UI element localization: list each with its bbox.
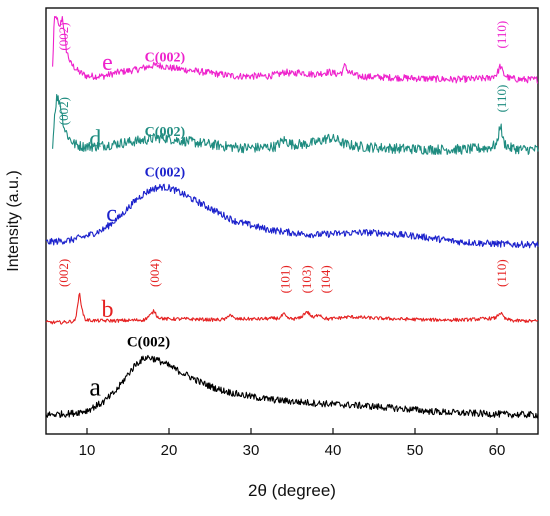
x-tick-label: 50	[407, 442, 424, 459]
y-axis-label: Intensity (a.u.)	[5, 170, 22, 271]
x-tick-label: 20	[161, 442, 178, 459]
peak-label: (104)	[318, 265, 333, 293]
peak-label: (002)	[56, 22, 71, 50]
peak-label: (110)	[494, 259, 509, 287]
peak-label: (002)	[56, 259, 71, 287]
series-line-e	[52, 15, 539, 84]
series-letter-label: c	[106, 201, 117, 227]
series-line-b	[45, 292, 539, 325]
x-tick-label: 10	[79, 442, 96, 459]
x-tick-label: 40	[325, 442, 342, 459]
x-tick-label: 30	[243, 442, 260, 459]
series-letter-label: b	[102, 297, 114, 323]
peak-label: (110)	[494, 21, 509, 49]
x-ticks: 10 20 30 40 50 60	[79, 428, 506, 459]
plot-frame	[45, 7, 539, 435]
series-letter-label: d	[89, 126, 101, 152]
series-line-c	[45, 183, 539, 249]
peak-label: C(002)	[145, 165, 186, 180]
peak-label: C(002)	[127, 335, 170, 351]
peak-label: (004)	[147, 259, 162, 287]
x-tick-label: 60	[489, 442, 506, 459]
peak-label: (101)	[278, 265, 293, 293]
peak-label: C(002)	[145, 50, 186, 65]
peak-label: (002)	[56, 97, 71, 125]
series-layer	[45, 15, 539, 419]
peak-label: (103)	[299, 265, 314, 293]
series-line-d	[52, 93, 539, 155]
peak-label: (110)	[494, 85, 509, 113]
series-line-a	[45, 354, 539, 419]
series-letter-label: e	[102, 50, 113, 76]
peak-label: C(002)	[145, 125, 186, 140]
series-letter-label: a	[89, 373, 101, 402]
annotation-layer: e C(002) (002) (110) d C(002) (002) (110) c C(002…	[56, 21, 509, 402]
x-axis-label: 2θ (degree)	[248, 481, 336, 500]
